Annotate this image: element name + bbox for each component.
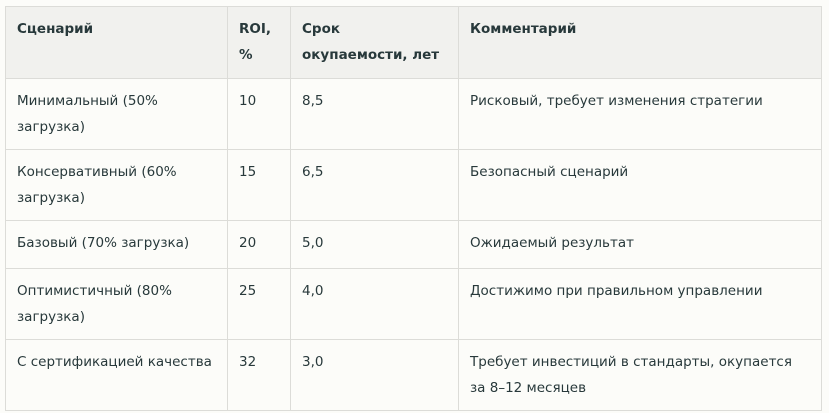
roi-cell: 10 [227,78,291,150]
scenario-cell: С сертификацией качества [5,339,228,411]
table-row: Оптимистичный (80% загрузка) 25 4,0 Достижи… [5,268,822,340]
header-payback: Срок окупаемости, лет [290,6,459,79]
comment-cell: Требует инвестиций в стандарты, окупаетс… [458,339,822,411]
table-row: С сертификацией качества 32 3,0 Требует инв… [5,339,822,411]
payback-cell: 8,5 [290,78,459,150]
header-scenario: Сценарий [5,6,228,79]
table-header-row: Сценарий ROI, % Срок окупаемости, лет Ко… [5,6,822,79]
comment-cell: Безопасный сценарий [458,149,822,221]
comment-cell: Рисковый, требует изменения стратегии [458,78,822,150]
roi-cell: 25 [227,268,291,340]
payback-cell: 3,0 [290,339,459,411]
table-row: Базовый (70% загрузка) 20 5,0 Ожидаемый рез… [5,220,822,269]
roi-cell: 20 [227,220,291,269]
payback-cell: 5,0 [290,220,459,269]
table-row: Минимальный (50% загрузка) 10 8,5 Рисковый,… [5,78,822,150]
scenario-cell: Консервативный (60% загрузка) [5,149,228,221]
scenario-cell: Минимальный (50% загрузка) [5,78,228,150]
header-roi: ROI, % [227,6,291,79]
scenario-cell: Базовый (70% загрузка) [5,220,228,269]
roi-cell: 15 [227,149,291,221]
table-row: Консервативный (60% загрузка) 15 6,5 Безопа… [5,149,822,221]
payback-cell: 4,0 [290,268,459,340]
roi-cell: 32 [227,339,291,411]
payback-cell: 6,5 [290,149,459,221]
scenario-cell: Оптимистичный (80% загрузка) [5,268,228,340]
comment-cell: Ожидаемый результат [458,220,822,269]
scenario-table: Сценарий ROI, % Срок окупаемости, лет Ко… [5,6,822,411]
comment-cell: Достижимо при правильном управлении [458,268,822,340]
header-comment: Комментарий [458,6,822,79]
